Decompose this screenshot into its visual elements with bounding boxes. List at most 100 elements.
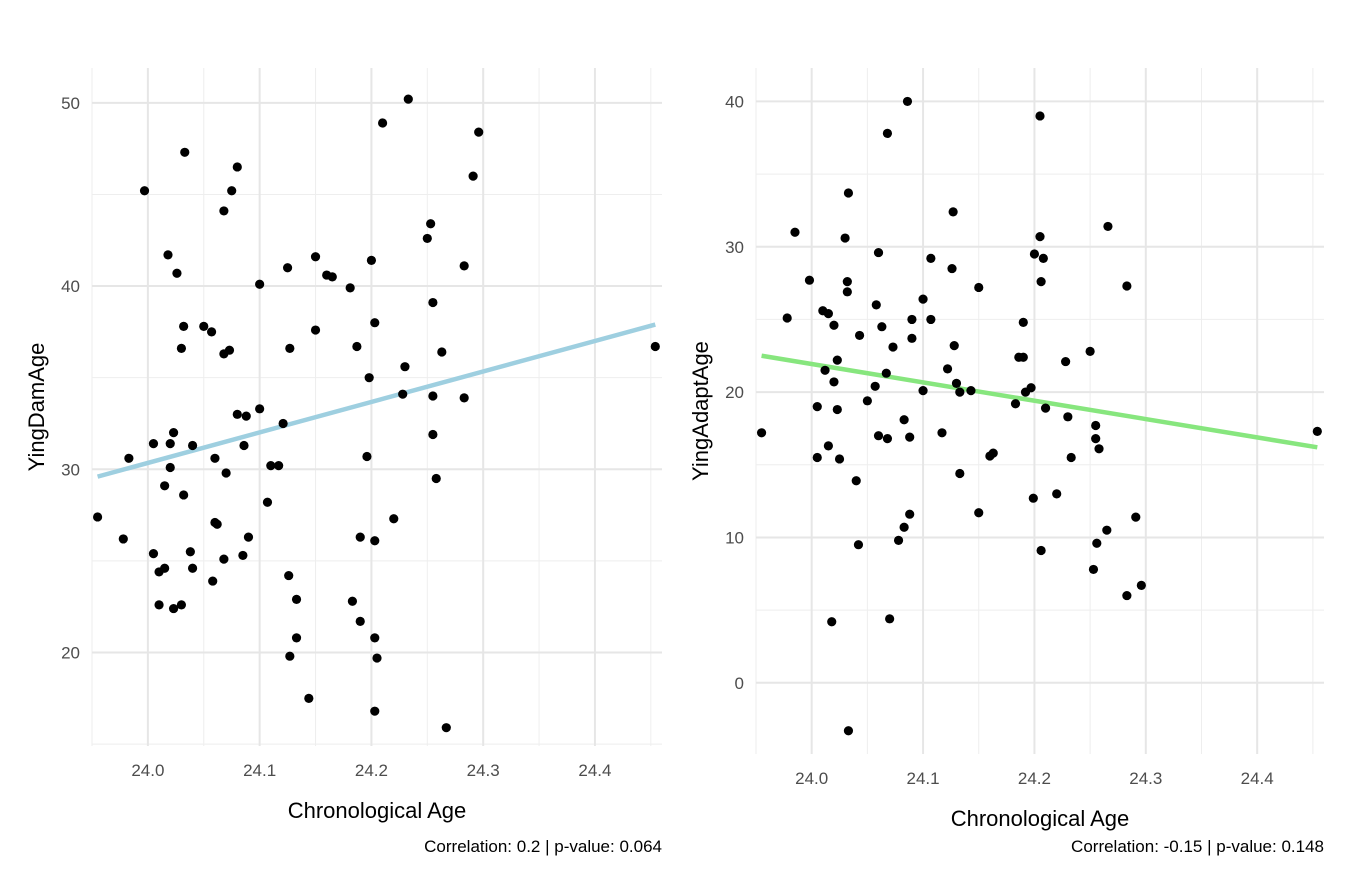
data-point xyxy=(885,614,895,624)
data-point xyxy=(160,563,170,573)
data-point xyxy=(827,617,837,627)
data-point xyxy=(790,227,800,237)
data-point xyxy=(366,255,377,266)
y-tick-label: 50 xyxy=(61,94,80,113)
data-point xyxy=(829,377,839,387)
data-point xyxy=(947,263,957,274)
data-point xyxy=(180,147,190,157)
data-point xyxy=(1312,426,1322,436)
data-point xyxy=(139,186,150,196)
data-point xyxy=(118,534,128,544)
data-point xyxy=(468,171,478,181)
data-point xyxy=(459,261,469,271)
data-point xyxy=(185,547,195,557)
data-point xyxy=(187,440,198,451)
data-point xyxy=(291,594,302,605)
data-point xyxy=(1018,352,1028,362)
data-point xyxy=(474,127,484,137)
data-point xyxy=(1088,564,1099,575)
data-point xyxy=(428,297,438,308)
x-tick-label: 24.2 xyxy=(1018,769,1051,788)
data-point xyxy=(823,309,833,319)
data-point xyxy=(160,481,170,491)
data-point xyxy=(206,327,217,337)
y-tick-label: 40 xyxy=(725,92,744,111)
data-point xyxy=(1018,317,1028,327)
data-point xyxy=(905,432,915,442)
regression-line xyxy=(96,322,656,479)
data-point xyxy=(1122,281,1132,291)
data-point xyxy=(1040,403,1051,413)
x-tick-label: 24.1 xyxy=(907,769,940,788)
data-point xyxy=(426,219,436,229)
data-point xyxy=(187,563,198,573)
data-point xyxy=(219,206,229,216)
y-tick-label: 10 xyxy=(725,528,744,547)
x-tick-label: 24.4 xyxy=(1241,769,1274,788)
data-point xyxy=(163,250,173,260)
data-point xyxy=(219,554,229,564)
data-point xyxy=(355,616,365,626)
data-point xyxy=(172,268,182,278)
data-point xyxy=(428,391,438,401)
data-point xyxy=(1122,590,1132,601)
data-point xyxy=(843,188,854,198)
data-point xyxy=(1131,512,1141,522)
data-point xyxy=(345,283,355,293)
data-point xyxy=(888,342,898,352)
y-tick-label: 40 xyxy=(61,277,80,296)
x-tick-label: 24.4 xyxy=(578,761,611,780)
data-point xyxy=(227,186,237,196)
data-point xyxy=(1036,545,1046,556)
data-point xyxy=(1066,452,1076,463)
data-point xyxy=(389,514,399,524)
data-point xyxy=(459,393,469,403)
data-point xyxy=(398,389,408,399)
data-point xyxy=(291,633,302,643)
data-point xyxy=(907,333,917,343)
data-point xyxy=(650,341,660,352)
data-point xyxy=(974,508,984,518)
data-point xyxy=(179,490,189,500)
data-point xyxy=(431,473,441,484)
data-point xyxy=(877,322,887,332)
data-point xyxy=(902,96,913,107)
data-point xyxy=(882,128,893,139)
data-point xyxy=(1026,383,1036,393)
y-tick-label: 30 xyxy=(61,460,80,479)
data-point xyxy=(1052,489,1062,499)
data-point xyxy=(92,512,103,522)
data-point xyxy=(1035,111,1045,121)
data-point xyxy=(403,94,413,104)
data-point xyxy=(1136,580,1146,591)
data-point xyxy=(370,706,380,716)
data-point xyxy=(255,404,265,414)
data-point xyxy=(955,468,965,479)
data-point xyxy=(355,532,365,542)
data-point xyxy=(842,277,852,287)
data-point xyxy=(239,440,249,451)
data-point xyxy=(893,535,904,545)
data-point xyxy=(918,294,928,304)
data-point xyxy=(1094,444,1104,454)
data-point xyxy=(176,600,187,610)
data-point xyxy=(812,452,822,463)
data-point xyxy=(282,263,293,273)
data-point xyxy=(1029,249,1040,259)
data-point xyxy=(873,247,884,258)
data-point xyxy=(208,576,218,586)
data-point xyxy=(1085,346,1095,357)
x-tick-label: 24.3 xyxy=(467,761,500,780)
data-point xyxy=(948,207,958,217)
x-axis-title: Chronological Age xyxy=(288,798,467,823)
data-point xyxy=(812,402,822,412)
data-point xyxy=(165,439,175,449)
data-point xyxy=(942,364,953,374)
data-point xyxy=(937,428,947,438)
data-point xyxy=(853,540,864,550)
x-axis-title: Chronological Age xyxy=(951,806,1130,831)
data-point xyxy=(148,439,159,449)
data-point xyxy=(262,497,273,507)
data-point xyxy=(370,536,380,546)
data-point xyxy=(310,252,321,262)
